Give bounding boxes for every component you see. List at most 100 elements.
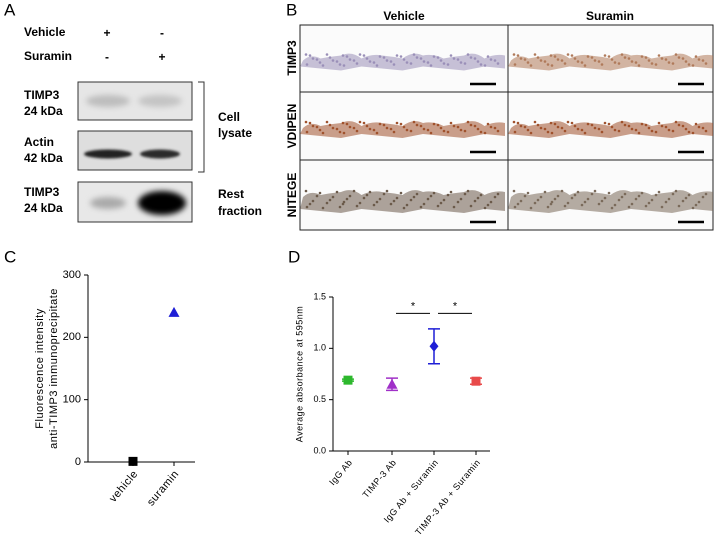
cell [432,122,436,126]
cell [342,200,346,204]
cell [372,203,376,207]
condition-mark: + [103,26,110,40]
cell [667,197,671,201]
cell [385,189,389,193]
cell [483,131,487,135]
cell [590,123,594,127]
cell [704,129,708,133]
cell [486,55,490,58]
cell [603,121,607,125]
cell [539,126,543,130]
cell [667,61,671,64]
cell [516,54,520,57]
cell [466,53,470,56]
cell [429,64,433,67]
cell [342,131,346,135]
cell [304,189,308,193]
cell [560,126,564,130]
cell [466,189,470,193]
cell [368,127,372,131]
cell [684,60,688,63]
cell [513,130,517,134]
cell [459,197,463,201]
cell [684,196,688,200]
cell [426,128,430,132]
cell [694,122,698,126]
cell [318,128,322,132]
condition: Suramin [24,49,72,63]
cell [613,203,617,207]
cell [476,127,480,131]
cell [473,124,477,128]
cell [348,125,352,129]
cell [331,195,335,199]
cell [634,61,638,64]
bracket [198,81,205,173]
cell [452,205,456,209]
cell [523,58,527,61]
cell [415,192,419,196]
cell [463,62,467,65]
cell [610,125,614,129]
cell [358,201,362,205]
size: 24 kDa [24,104,63,118]
cell [543,190,547,194]
cell [439,201,443,205]
cell [395,54,399,57]
cell [657,121,661,125]
cell [318,61,322,64]
group-label: lysate [218,126,252,140]
cell [412,195,416,199]
x-tick-label: IgG Ab [327,457,354,487]
cell [305,63,309,66]
cell [318,191,322,195]
column-label: Suramin [586,9,634,23]
cell [463,192,467,196]
cell [348,58,352,61]
cell [304,53,308,56]
cell [623,192,627,196]
cell [586,122,590,126]
cell [526,128,530,132]
cell [637,64,641,67]
cell [459,128,463,132]
cell [304,120,308,124]
cell [549,202,553,206]
cell [355,129,359,133]
cell [378,55,382,58]
cell [352,189,356,193]
cell [436,123,440,127]
cell [563,129,567,133]
cell [516,202,520,206]
cell [338,205,342,209]
cell [687,130,691,134]
cell [341,121,345,125]
condition-mark: + [158,50,165,64]
cell [607,122,611,126]
x-tick-label: suramin [145,468,182,508]
cell [586,197,590,201]
cell [627,124,631,128]
cell [419,124,423,128]
cell [456,58,460,61]
cell [583,131,587,135]
cell [566,201,570,205]
y-tick-label: 1.0 [313,343,326,353]
cell [325,201,329,205]
cell [701,195,705,199]
cell [570,196,574,200]
cell [412,53,416,56]
cell [600,130,604,134]
cell [352,59,356,62]
row-label: NITEGE [285,173,299,218]
protein: Actin [24,135,54,149]
cell [365,193,369,197]
cell [392,63,396,66]
y-tick-label: 1.5 [313,291,326,301]
marker [429,340,439,352]
cell [550,131,554,135]
cell [607,191,611,195]
cell [365,124,369,128]
cell [533,120,537,124]
cell [432,55,436,58]
